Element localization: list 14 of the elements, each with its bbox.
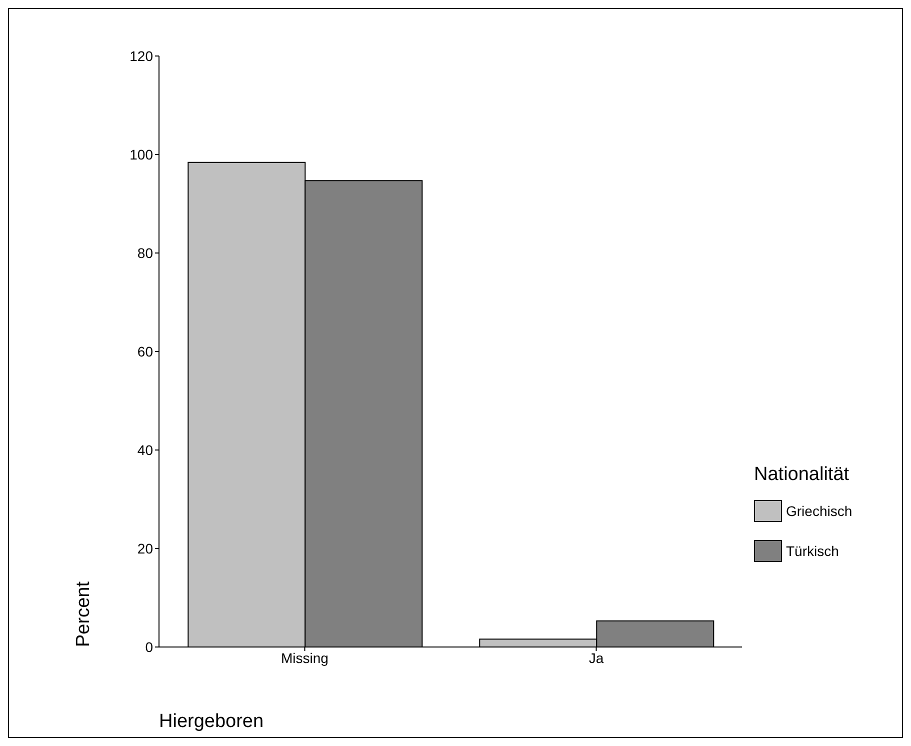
legend-title: Nationalität — [754, 464, 850, 486]
y-tick-label: 40 — [137, 442, 154, 458]
legend-label: Türkisch — [786, 543, 839, 559]
y-tick-label: 0 — [145, 638, 154, 655]
y-tick-label: 120 — [130, 48, 154, 64]
y-tick-label: 100 — [130, 146, 154, 162]
y-axis-title: Percent — [73, 580, 94, 647]
x-tick-label: Missing — [281, 650, 328, 666]
x-tick-label: Ja — [588, 650, 604, 666]
x-axis-title: Hiergeboren — [159, 711, 264, 732]
legend-label: Griechisch — [786, 503, 852, 519]
y-tick-label: 20 — [137, 540, 154, 556]
y-tick-label: 80 — [137, 244, 154, 261]
y-tick-label: 60 — [137, 343, 154, 360]
